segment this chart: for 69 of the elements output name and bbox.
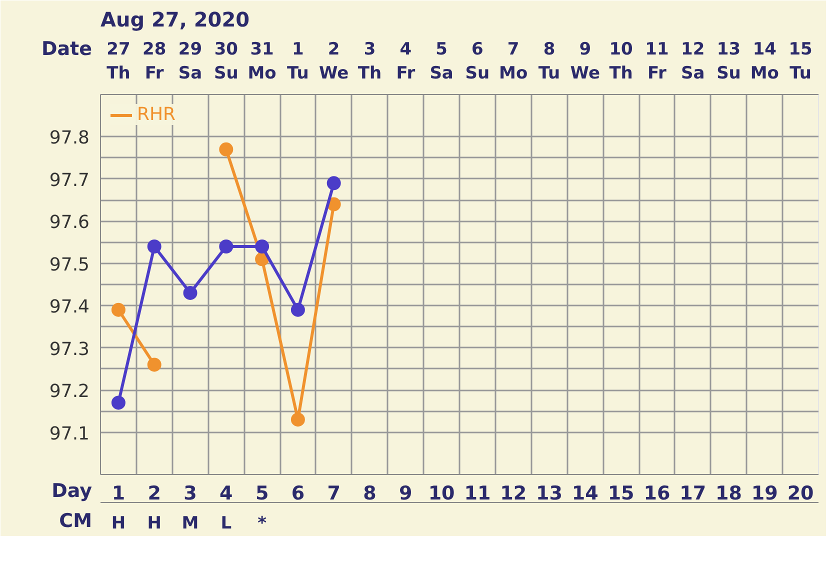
x-tick-label: 12 (500, 482, 527, 504)
x2-tick-label: 2 We (319, 40, 349, 84)
x-tick-label: 20 (787, 482, 814, 504)
x2-tick-label: 13 Su (716, 40, 741, 84)
text: CM (58, 510, 92, 532)
point (290, 302, 305, 317)
x2-axis-title: Date (40, 38, 92, 60)
x-tick-label: 2 (148, 482, 161, 504)
x-tick-label: 11 (464, 482, 491, 504)
y-tick-label: 97.7 (49, 170, 90, 191)
x-tick-label: 7 (327, 482, 340, 504)
x2-tick-label: 14 Mo (750, 40, 779, 84)
x2-tick-label: 5 Sa (430, 40, 454, 84)
x2-tick-label: 12 Sa (680, 40, 705, 84)
x-tick-label: 19 (751, 482, 778, 504)
x2-tick-label: 29 Sa (178, 40, 202, 84)
x-tick-label: 15 (608, 482, 634, 504)
x-tick-label: 10 (428, 482, 455, 504)
y-tick-label: 97.4 (49, 296, 90, 318)
y-tick-label: 97.5 (49, 254, 90, 276)
text: L (220, 514, 232, 534)
x-tick-label: 6 (291, 482, 305, 504)
x-tick-label: 16 (644, 482, 670, 504)
point (326, 176, 341, 190)
x-tick-label: 9 (399, 482, 412, 504)
text: * (258, 514, 267, 534)
y-tick-label: 97.2 (49, 381, 90, 402)
y-tick-label: 97.6 (49, 212, 90, 234)
x2-tick-label: 27 Th (106, 40, 130, 84)
x2-tick-label: 30 Su (214, 40, 238, 84)
x2-tick-label: 7 Mo (499, 40, 528, 84)
point (147, 240, 162, 254)
x-axis-title: Day (50, 480, 92, 502)
point (111, 396, 126, 410)
x2-tick-label: 10 Th (609, 40, 634, 84)
point (255, 240, 270, 254)
x-tick-label: 17 (680, 482, 706, 504)
chart-title: Aug 27, 2020 (100, 8, 250, 32)
point (290, 412, 305, 427)
x-tick-label: 8 (363, 482, 376, 504)
x2-tick-label: 8 Tu (538, 40, 560, 84)
x2-tick-label: 11 Fr (645, 40, 669, 84)
text: H (111, 514, 126, 534)
x2-tick-label: 1 Tu (287, 40, 309, 84)
point (111, 302, 126, 317)
x-tick-label: 3 (184, 482, 197, 504)
x-tick-label: 5 (255, 482, 269, 504)
legend-label: RHR (137, 104, 176, 125)
text: M (182, 514, 199, 534)
y-tick-label: 97.3 (49, 338, 90, 360)
point (183, 286, 198, 300)
x2-tick-label: 28 Fr (142, 40, 166, 84)
x2-tick-label: 6 Su (465, 40, 490, 84)
y-tick-label: 97.8 (49, 128, 90, 149)
text: H (147, 514, 162, 534)
point (219, 240, 234, 254)
x-tick-label: 18 (716, 482, 742, 504)
x2-tick-label: 31 Mo (248, 40, 276, 84)
x-tick-label: 13 (536, 482, 562, 504)
x2-tick-label: 15 Tu (788, 40, 812, 84)
x2-tick-label: 4 Fr (396, 40, 416, 84)
point (219, 142, 234, 156)
point (147, 358, 162, 372)
x-tick-label: 1 (112, 482, 126, 504)
x-tick-label: 4 (220, 482, 233, 504)
x2-tick-label: 3 Th (358, 40, 382, 84)
x-tick-label: 14 (572, 482, 598, 504)
y-tick-label: 97.1 (49, 423, 90, 444)
x2-tick-label: 9 We (570, 40, 600, 84)
